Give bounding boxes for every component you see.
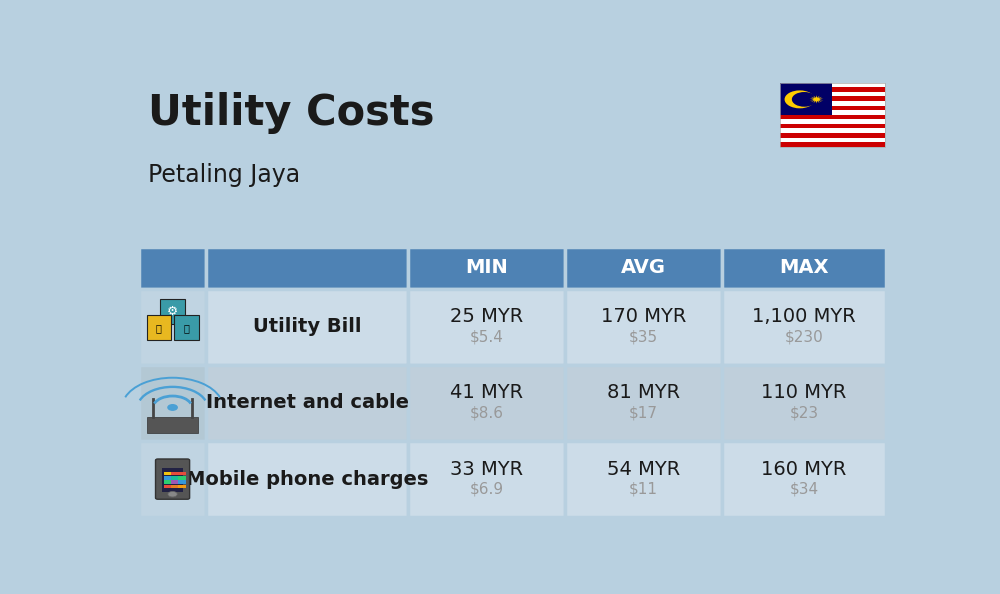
Text: $23: $23: [789, 406, 818, 421]
Bar: [171, 481, 179, 484]
Text: 25 MYR: 25 MYR: [450, 307, 523, 326]
Text: $35: $35: [629, 329, 658, 344]
Text: 110 MYR: 110 MYR: [761, 383, 847, 402]
Bar: [565, 289, 722, 365]
Bar: [780, 115, 885, 119]
Bar: [780, 124, 885, 128]
Bar: [171, 472, 179, 475]
Bar: [408, 441, 565, 517]
Bar: [206, 365, 408, 441]
Circle shape: [792, 92, 817, 107]
Bar: [164, 476, 171, 479]
Bar: [178, 485, 186, 488]
Text: ⚙: ⚙: [167, 305, 178, 318]
Bar: [565, 441, 722, 517]
Text: Petaling Jaya: Petaling Jaya: [148, 163, 300, 187]
Bar: [139, 441, 206, 517]
Bar: [722, 441, 886, 517]
Bar: [780, 87, 885, 92]
Bar: [780, 119, 885, 124]
Bar: [164, 485, 171, 488]
Bar: [780, 83, 885, 147]
Bar: [780, 92, 885, 96]
Text: Utility Costs: Utility Costs: [148, 92, 435, 134]
Bar: [139, 365, 206, 441]
Polygon shape: [810, 95, 823, 103]
Bar: [206, 247, 408, 289]
Bar: [162, 468, 183, 492]
Bar: [178, 481, 186, 484]
Bar: [780, 128, 885, 133]
Bar: [206, 441, 408, 517]
Text: AVG: AVG: [621, 258, 666, 277]
Bar: [147, 416, 198, 432]
Text: $5.4: $5.4: [469, 329, 503, 344]
Bar: [408, 247, 565, 289]
Bar: [139, 289, 206, 365]
Bar: [206, 289, 408, 365]
Bar: [780, 133, 885, 138]
Text: $8.6: $8.6: [469, 406, 503, 421]
Bar: [780, 83, 885, 87]
Text: Utility Bill: Utility Bill: [253, 317, 361, 336]
Bar: [780, 83, 832, 115]
Bar: [408, 365, 565, 441]
Text: Mobile phone charges: Mobile phone charges: [186, 470, 428, 489]
Text: 💧: 💧: [183, 323, 189, 333]
Text: 54 MYR: 54 MYR: [607, 460, 680, 479]
Bar: [780, 142, 885, 147]
Text: 170 MYR: 170 MYR: [601, 307, 686, 326]
Text: 1,100 MYR: 1,100 MYR: [752, 307, 856, 326]
Bar: [780, 101, 885, 106]
Bar: [171, 485, 179, 488]
Text: 160 MYR: 160 MYR: [761, 460, 847, 479]
Text: MAX: MAX: [779, 258, 829, 277]
Circle shape: [168, 491, 177, 497]
Text: 41 MYR: 41 MYR: [450, 383, 523, 402]
Text: Internet and cable: Internet and cable: [206, 393, 409, 412]
Bar: [722, 247, 886, 289]
Text: 81 MYR: 81 MYR: [607, 383, 680, 402]
Text: $17: $17: [629, 406, 658, 421]
Text: $11: $11: [629, 482, 658, 497]
Text: 33 MYR: 33 MYR: [450, 460, 523, 479]
Bar: [178, 472, 186, 475]
Bar: [565, 247, 722, 289]
Bar: [178, 476, 186, 479]
Circle shape: [168, 405, 177, 410]
Text: $230: $230: [784, 329, 823, 344]
Bar: [780, 138, 885, 142]
Bar: [147, 315, 171, 340]
FancyBboxPatch shape: [156, 459, 190, 499]
Text: 🔌: 🔌: [156, 323, 162, 333]
Circle shape: [785, 90, 815, 108]
Bar: [565, 365, 722, 441]
Bar: [408, 289, 565, 365]
Bar: [160, 299, 185, 324]
Bar: [139, 247, 206, 289]
Bar: [164, 481, 171, 484]
Bar: [780, 96, 885, 101]
Text: $6.9: $6.9: [469, 482, 503, 497]
Bar: [780, 106, 885, 110]
Bar: [722, 289, 886, 365]
Bar: [174, 315, 199, 340]
Text: $34: $34: [789, 482, 818, 497]
Bar: [780, 110, 885, 115]
Bar: [722, 365, 886, 441]
Text: MIN: MIN: [465, 258, 508, 277]
Bar: [171, 476, 179, 479]
Bar: [164, 472, 171, 475]
